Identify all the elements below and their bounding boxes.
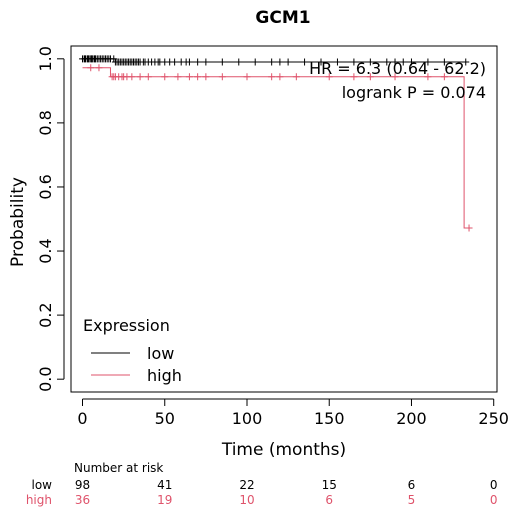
censor-mark-high	[424, 73, 432, 81]
censor-mark-low	[391, 58, 399, 66]
censor-mark-high	[391, 73, 399, 81]
censor-mark-low	[383, 58, 391, 66]
censor-mark-high	[136, 73, 144, 81]
censor-mark-low	[317, 58, 325, 66]
censor-mark-low	[399, 58, 407, 66]
legend: Expression low high	[83, 316, 182, 385]
chart-title: GCM1	[255, 8, 310, 28]
censor-mark-low	[350, 58, 358, 66]
series-high	[82, 64, 473, 232]
censor-mark-low	[218, 58, 226, 66]
censor-mark-high	[276, 73, 284, 81]
y-tick-label: 0.0	[36, 366, 55, 391]
censor-mark-high	[218, 73, 226, 81]
plot-frame	[70, 45, 498, 393]
censor-mark-low	[235, 58, 243, 66]
risk-table-title: Number at risk	[74, 461, 163, 475]
censor-mark-high	[185, 73, 193, 81]
censor-mark-high	[268, 73, 276, 81]
y-axis-label: Probability	[8, 177, 28, 267]
censor-mark-low	[251, 58, 259, 66]
y-tick-label: 0.4	[36, 238, 55, 263]
censor-mark-high	[194, 73, 202, 81]
censor-mark-high	[325, 73, 333, 81]
x-axis-label: Time (months)	[221, 440, 346, 460]
x-tick-label: 150	[314, 409, 345, 428]
censor-mark-high	[174, 73, 182, 81]
censor-mark-high	[202, 73, 210, 81]
censor-mark-high	[95, 64, 103, 72]
censor-mark-low	[462, 58, 470, 66]
y-tick-label: 0.8	[36, 110, 55, 135]
x-tick-label: 200	[396, 409, 427, 428]
censor-mark-low	[366, 58, 374, 66]
risk-value-low: 22	[239, 478, 254, 492]
censor-mark-low	[424, 58, 432, 66]
censor-mark-low	[276, 58, 284, 66]
risk-value-low: 98	[75, 478, 90, 492]
censor-mark-low	[110, 55, 118, 63]
censor-mark-low	[194, 58, 202, 66]
censor-mark-high	[144, 73, 152, 81]
legend-label-high: high	[147, 366, 182, 385]
series-low	[79, 55, 470, 66]
legend-label-low: low	[147, 344, 174, 363]
y-tick-label: 0.2	[36, 302, 55, 327]
survival-curve-high	[82, 67, 470, 229]
censor-mark-low	[284, 58, 292, 66]
censor-mark-low	[185, 58, 193, 66]
risk-value-high: 10	[239, 493, 254, 507]
risk-value-low: 6	[408, 478, 416, 492]
censor-mark-high	[440, 73, 448, 81]
legend-title: Expression	[83, 316, 170, 335]
censor-mark-low	[202, 58, 210, 66]
x-tick-label: 0	[77, 409, 87, 428]
risk-row-label-high: high	[26, 493, 52, 507]
censor-mark-low	[407, 58, 415, 66]
x-axis: 0 50 100 150 200 250	[77, 398, 509, 428]
x-tick-label: 250	[478, 409, 509, 428]
risk-value-high: 19	[157, 493, 172, 507]
x-tick-label: 50	[155, 409, 175, 428]
risk-value-high: 5	[408, 493, 416, 507]
y-tick-label: 0.6	[36, 174, 55, 199]
censor-mark-low	[440, 58, 448, 66]
logrank-annotation: logrank P = 0.074	[342, 83, 486, 102]
censor-mark-high	[161, 73, 169, 81]
censor-mark-high	[366, 73, 374, 81]
risk-value-low: 0	[490, 478, 498, 492]
y-axis: 0.0 0.2 0.4 0.6 0.8 1.0	[36, 46, 65, 392]
hazard-ratio-annotation: HR = 6.3 (0.64 - 62.2)	[309, 59, 486, 78]
censor-mark-high	[87, 64, 95, 72]
survival-curves	[79, 55, 473, 232]
censor-mark-high	[465, 224, 473, 232]
x-tick-label: 100	[232, 409, 263, 428]
censor-mark-high	[350, 73, 358, 81]
risk-value-low: 41	[157, 478, 172, 492]
risk-row-label-low: low	[32, 478, 53, 492]
risk-value-low: 15	[322, 478, 337, 492]
y-tick-label: 1.0	[36, 46, 55, 71]
censor-mark-high	[243, 73, 251, 81]
censor-mark-low	[333, 58, 341, 66]
censor-mark-high	[292, 73, 300, 81]
risk-value-high: 6	[325, 493, 333, 507]
censor-mark-low	[268, 58, 276, 66]
risk-value-high: 36	[75, 493, 90, 507]
risk-value-high: 0	[490, 493, 498, 507]
censor-mark-low	[171, 58, 179, 66]
censor-mark-high	[128, 73, 136, 81]
censor-mark-low	[301, 58, 309, 66]
